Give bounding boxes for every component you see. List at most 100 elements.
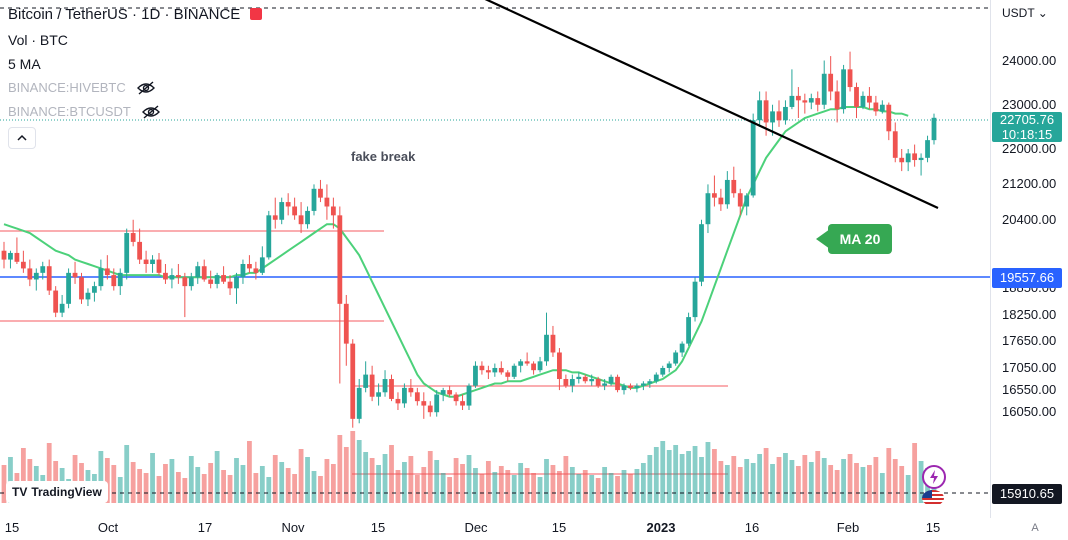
candle-body [259,257,265,273]
candle-body [653,374,659,382]
volume-bar [305,457,310,503]
volume-bar [518,463,524,503]
candle-body [53,290,59,313]
volume-bar [195,467,201,503]
candle-body [408,387,414,393]
volume-bar [247,441,252,503]
fake-break-annotation[interactable]: fake break [351,149,416,164]
volume-bar [718,461,724,503]
volume-bar [569,467,575,503]
candle-body [531,363,536,371]
volume-bar [221,470,226,503]
hidden-series-1-label: BINANCE:HIVEBTC [8,80,126,95]
candle-body [615,376,620,391]
candle-body [666,363,672,368]
volume-bar [673,445,679,503]
candle-body [20,261,26,269]
candle-body [892,131,898,158]
volume-bar [98,451,104,503]
ma-legend[interactable]: 5 MA [8,56,41,72]
current-price-value: 22705.76 [999,112,1055,127]
volume-bar [479,474,485,503]
candle-body [369,374,375,397]
candle-countdown: 10:18:15 [1001,127,1053,142]
volume-bar [731,456,737,503]
horizontal-line-price-label: 19557.66 [992,268,1062,288]
volume-bar [608,473,614,503]
volume-legend[interactable]: Vol · BTC [8,32,68,48]
candle-body [931,117,937,141]
candle-body [421,401,427,406]
ma20-callout[interactable]: MA 20 [828,224,892,254]
candle-body [802,100,808,103]
price-tick: 24000.00 [1002,52,1057,68]
symbol-title-row: Bitcoin / TetherUS · 1D · BINANCE [8,6,263,23]
volume-bar [854,463,859,503]
tradingview-logo[interactable]: TV TradingView [6,481,108,503]
price-axis[interactable] [990,0,1068,518]
eye-off-icon[interactable] [142,105,161,119]
candle-body [305,210,310,225]
candle-body [647,381,653,384]
volume-bar [511,475,517,503]
candle-body [318,188,323,198]
candle-body [311,188,317,211]
hidden-series-2[interactable]: BINANCE:BTCUSDT [8,104,161,119]
candle-body [679,343,685,353]
collapse-legend-button[interactable] [8,127,36,149]
volume-bar [699,457,704,503]
volume-bar [421,467,427,503]
time-tick: 17 [197,520,213,535]
candle-body [285,202,291,207]
volume-bar [272,455,278,503]
candle-body [337,215,343,304]
candle-body [247,264,252,269]
candle-body [498,367,504,373]
volume-bar [834,470,840,503]
candle-body [479,365,485,371]
candle-body [363,374,369,388]
candle-body [731,179,737,194]
candle-body [117,272,123,287]
candle-body [182,277,188,287]
volume-bar [776,457,782,503]
candle-body [79,277,84,300]
candle-body [808,98,814,103]
candle-body [550,334,556,353]
volume-bar [150,453,155,503]
candle-body [867,95,872,103]
candle-body [860,95,866,107]
volume-bar [757,454,763,503]
lightning-button[interactable] [922,465,946,489]
candle-body [724,179,730,205]
volume-bar [557,471,562,503]
volume-bar [259,466,265,503]
volume-bar [841,459,846,503]
volume-bar [802,455,808,503]
candle-body [640,383,646,386]
candle-body [602,383,608,386]
us-flag-icon[interactable] [922,490,944,506]
candle-body [699,224,704,282]
candle-body [847,69,853,88]
volume-bar [550,465,556,503]
autoscale-button[interactable]: A [1031,522,1039,534]
hidden-series-1[interactable]: BINANCE:HIVEBTC [8,80,156,95]
price-chart[interactable] [0,0,990,518]
price-tick: 16550.00 [1002,382,1057,398]
candle-body [292,206,298,216]
volume-bar [227,475,233,503]
candle-body [111,275,117,287]
volume-bar [899,466,905,503]
eye-off-icon[interactable] [137,81,156,95]
volume-bar [163,464,168,503]
candle-body [8,252,13,260]
symbol-title[interactable]: Bitcoin / TetherUS · 1D · BINANCE [8,6,241,23]
volume-bar [821,458,827,503]
lightning-icon [930,470,938,484]
candle-body [234,277,239,289]
volume-bar [808,462,814,503]
currency-selector[interactable]: USDT ⌄ [1002,6,1048,20]
candle-body [563,379,569,386]
volume-bar [595,478,601,503]
